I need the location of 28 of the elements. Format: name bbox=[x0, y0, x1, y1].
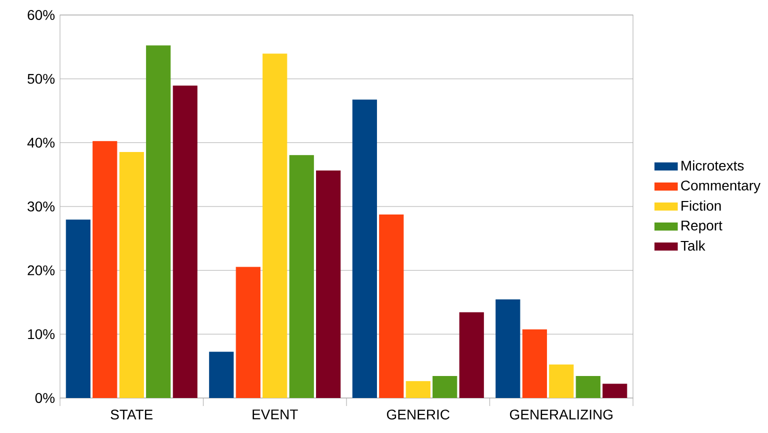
x-tick-label: GENERALIZING bbox=[510, 410, 612, 420]
bar bbox=[379, 214, 404, 398]
bar bbox=[209, 352, 234, 398]
bar bbox=[66, 220, 90, 398]
y-tick-label: 0% bbox=[35, 393, 55, 403]
bar bbox=[236, 266, 260, 398]
bar bbox=[352, 100, 377, 398]
legend-label: Microtexts bbox=[682, 160, 744, 171]
bar bbox=[406, 381, 430, 398]
legend-label: Commentary bbox=[681, 180, 761, 194]
bar bbox=[119, 152, 144, 398]
x-tick-label: STATE bbox=[110, 410, 153, 420]
y-tick-label: 10% bbox=[28, 329, 55, 340]
bar bbox=[549, 364, 574, 398]
bar bbox=[92, 141, 118, 398]
x-tick-label: GENERIC bbox=[386, 410, 450, 420]
y-tick-label: 40% bbox=[27, 138, 55, 148]
y-tick-label: 30% bbox=[28, 202, 55, 212]
y-tick-label: 20% bbox=[28, 265, 55, 276]
bar bbox=[496, 299, 520, 398]
x-tick-label: EVENT bbox=[252, 410, 298, 420]
legend-label: Report bbox=[682, 220, 722, 234]
y-tick-label: 60% bbox=[28, 10, 55, 20]
legend-label: Fiction bbox=[682, 200, 721, 211]
bar bbox=[522, 329, 547, 398]
bar bbox=[262, 54, 288, 398]
y-tick-label: 50% bbox=[28, 74, 55, 84]
legend-label: Talk bbox=[680, 240, 706, 251]
